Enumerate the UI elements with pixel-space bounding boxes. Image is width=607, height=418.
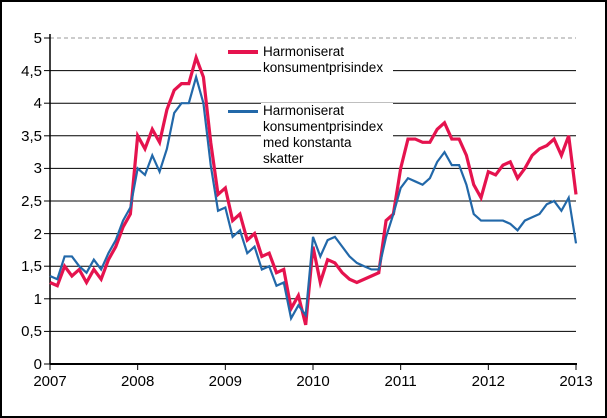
hicp-ct-line (49, 73, 578, 322)
x-axis-label: 2011 (384, 373, 417, 390)
y-axis-label: 5 (33, 30, 42, 47)
x-axis-label: 2013 (559, 373, 593, 390)
y-axis-label: 0 (33, 356, 42, 373)
legend-label-hicp-ct: Harmoniserat konsumentprisindex med kons… (261, 103, 393, 167)
legend-item-hicp-ct: Harmoniserat konsumentprisindex med kons… (228, 103, 393, 167)
x-axis-label: 2010 (296, 373, 330, 390)
hicp-line-sample-icon (228, 50, 258, 54)
y-axis-label: 2,5 (21, 193, 42, 210)
hicp-ct-line-sample-icon (228, 110, 258, 113)
y-axis-label: 4 (33, 95, 42, 113)
x-axis-label: 2009 (208, 373, 243, 390)
hicp-line (49, 52, 578, 326)
legend-item-hicp: Harmoniserat konsumentprisindex (228, 44, 393, 76)
x-axis-label: 2012 (471, 373, 506, 390)
y-axis-label: 3,5 (21, 127, 42, 145)
x-axis-label: 2008 (120, 373, 155, 390)
y-axis-label: 0,5 (21, 323, 42, 341)
y-axis-label: 4,5 (21, 62, 42, 80)
y-axis-label: 1,5 (21, 258, 42, 276)
x-axis-label: 2007 (33, 373, 67, 390)
y-axis-label: 3 (33, 160, 42, 178)
y-axis-label: 1 (33, 290, 42, 308)
y-axis-label: 2 (33, 225, 42, 243)
legend-label-hicp: Harmoniserat konsumentprisindex (261, 44, 393, 76)
